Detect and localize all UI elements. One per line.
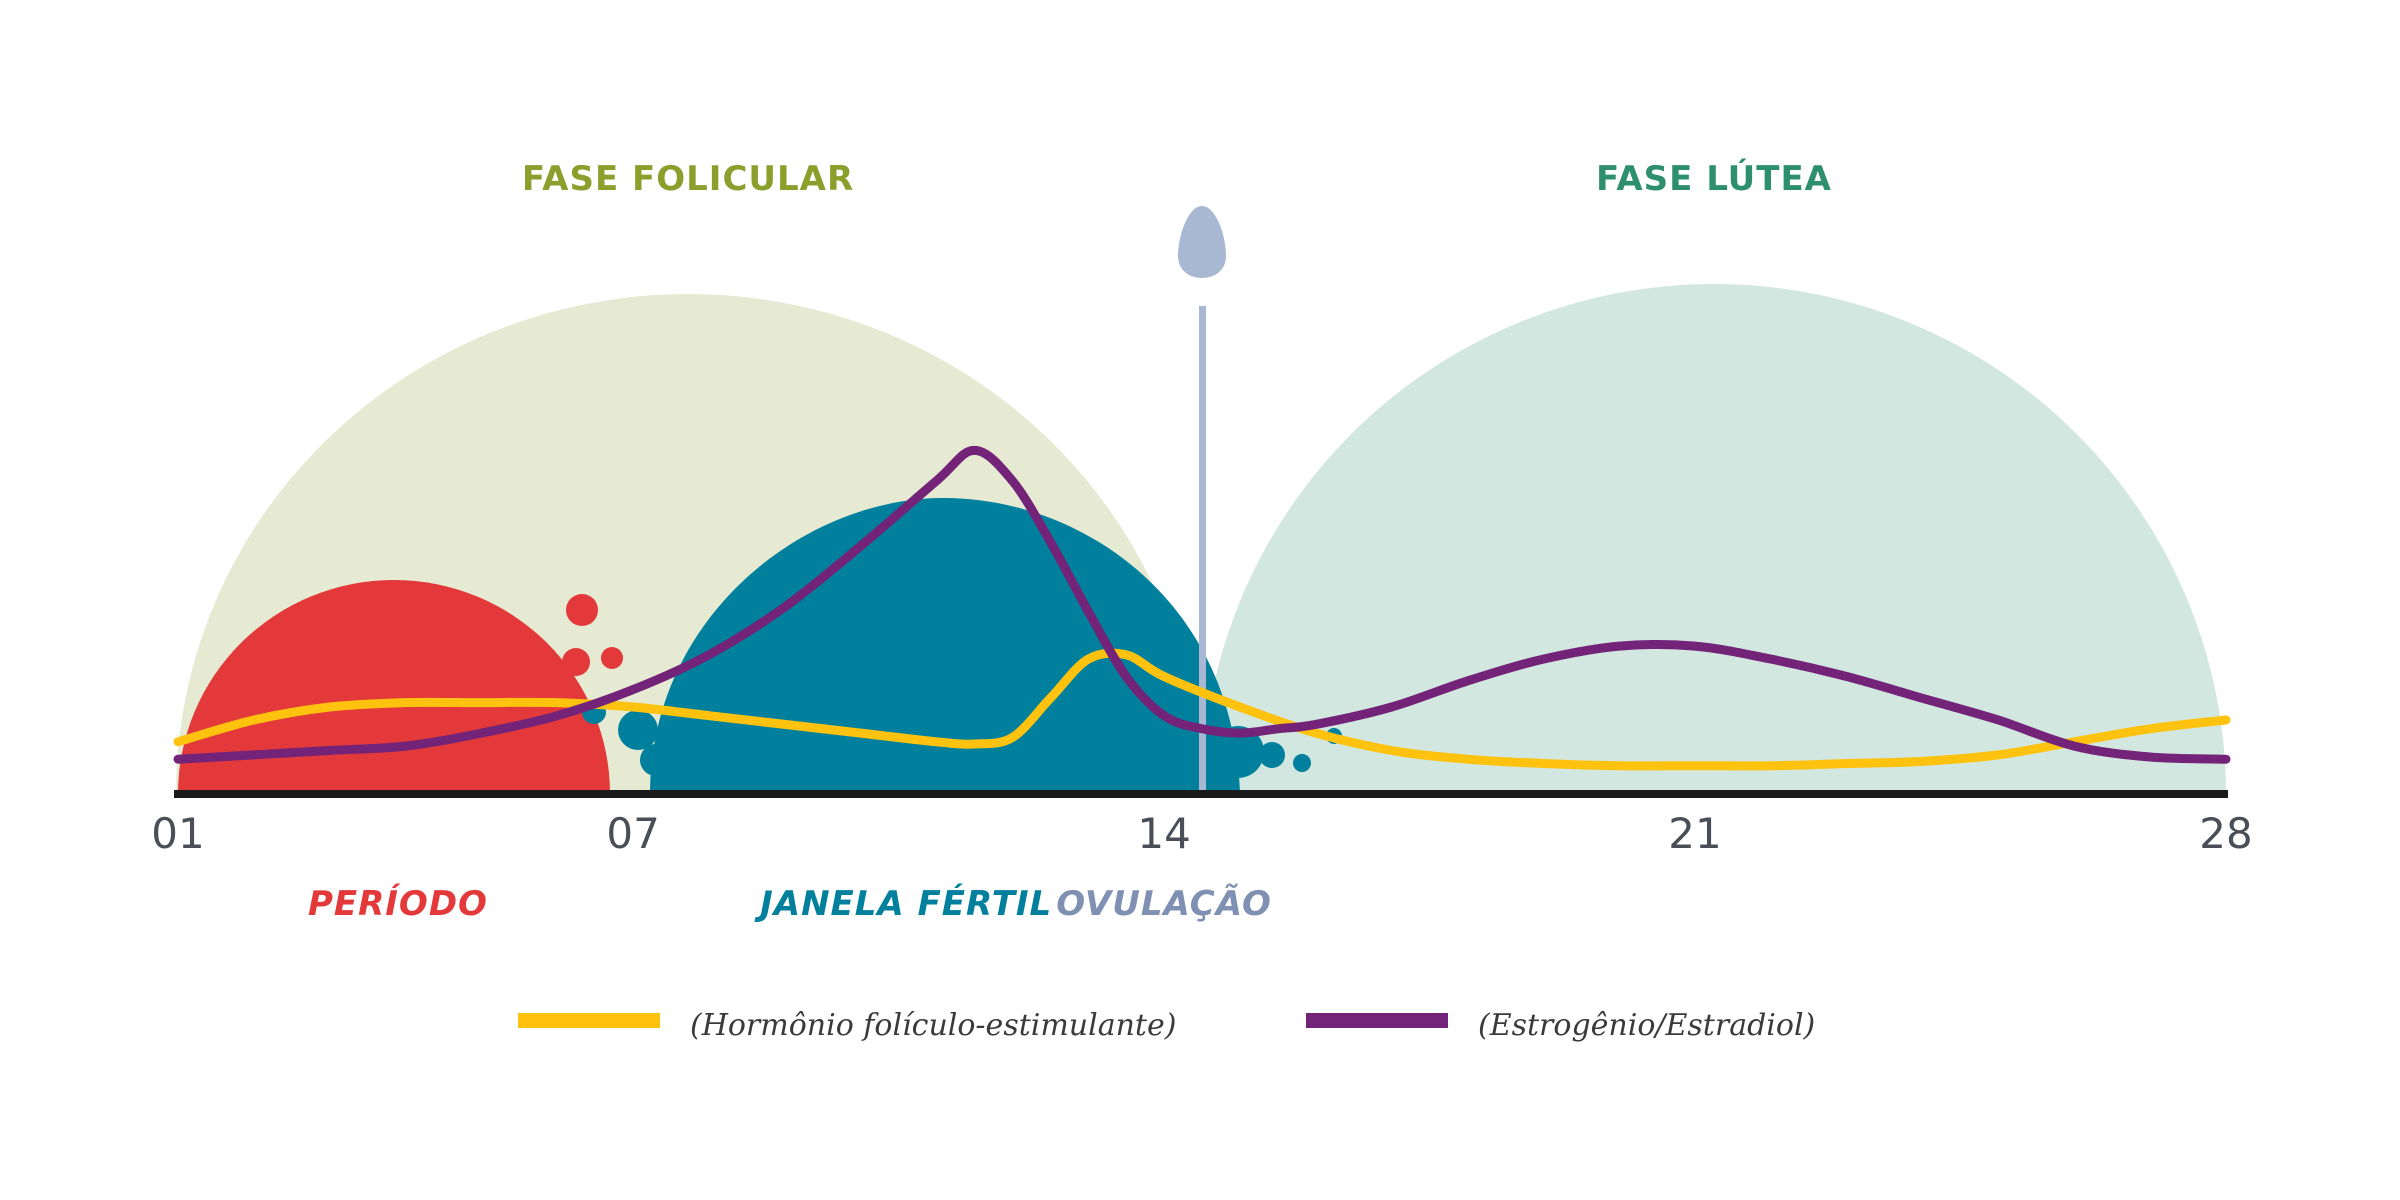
- legend-label-fsh: (Hormônio folículo-estimulante): [690, 1008, 1176, 1043]
- luteal-phase-title: FASE LÚTEA: [1596, 158, 1832, 199]
- x-tick-label: 01: [151, 809, 204, 858]
- follicular-phase-title: FASE FOLICULAR: [522, 159, 854, 199]
- x-tick-label: 07: [606, 809, 659, 858]
- legend-swatch-estrogen: [1306, 1013, 1448, 1028]
- x-tick-label: 28: [2199, 809, 2252, 858]
- ovulation-line: [1199, 306, 1206, 796]
- x-tick-label: 21: [1668, 809, 1721, 858]
- period-area: [178, 580, 610, 794]
- fertile-dot: [640, 744, 672, 776]
- legend: (Hormônio folículo-estimulante) (Estrogê…: [518, 1008, 1815, 1043]
- period-label: PERÍODO: [308, 883, 488, 924]
- ovulation-label: OVULAÇÃO: [1056, 883, 1272, 924]
- period-drop: [566, 594, 598, 626]
- fertile-dot: [1293, 754, 1311, 772]
- legend-label-estrogen: (Estrogênio/Estradiol): [1478, 1008, 1815, 1043]
- estrogen-curve: [173, 445, 2231, 764]
- period-drop: [601, 647, 623, 669]
- x-tick-label: 14: [1137, 809, 1190, 858]
- ovulation-marker: [1178, 206, 1226, 796]
- fertile-dot: [618, 710, 658, 750]
- period-drop: [562, 648, 590, 676]
- fsh-curve: [173, 648, 2231, 771]
- legend-swatch-fsh: [518, 1013, 660, 1028]
- luteal-phase-area: [1202, 284, 2226, 794]
- x-axis: [174, 790, 2228, 798]
- egg-icon: [1178, 206, 1226, 278]
- fertile-dot: [1212, 726, 1264, 778]
- period-region: [178, 580, 623, 794]
- fertile-window-area: [650, 497, 1240, 794]
- fertile-dot: [1259, 742, 1285, 768]
- fertile-window-label: JANELA FÉRTIL: [754, 883, 1052, 924]
